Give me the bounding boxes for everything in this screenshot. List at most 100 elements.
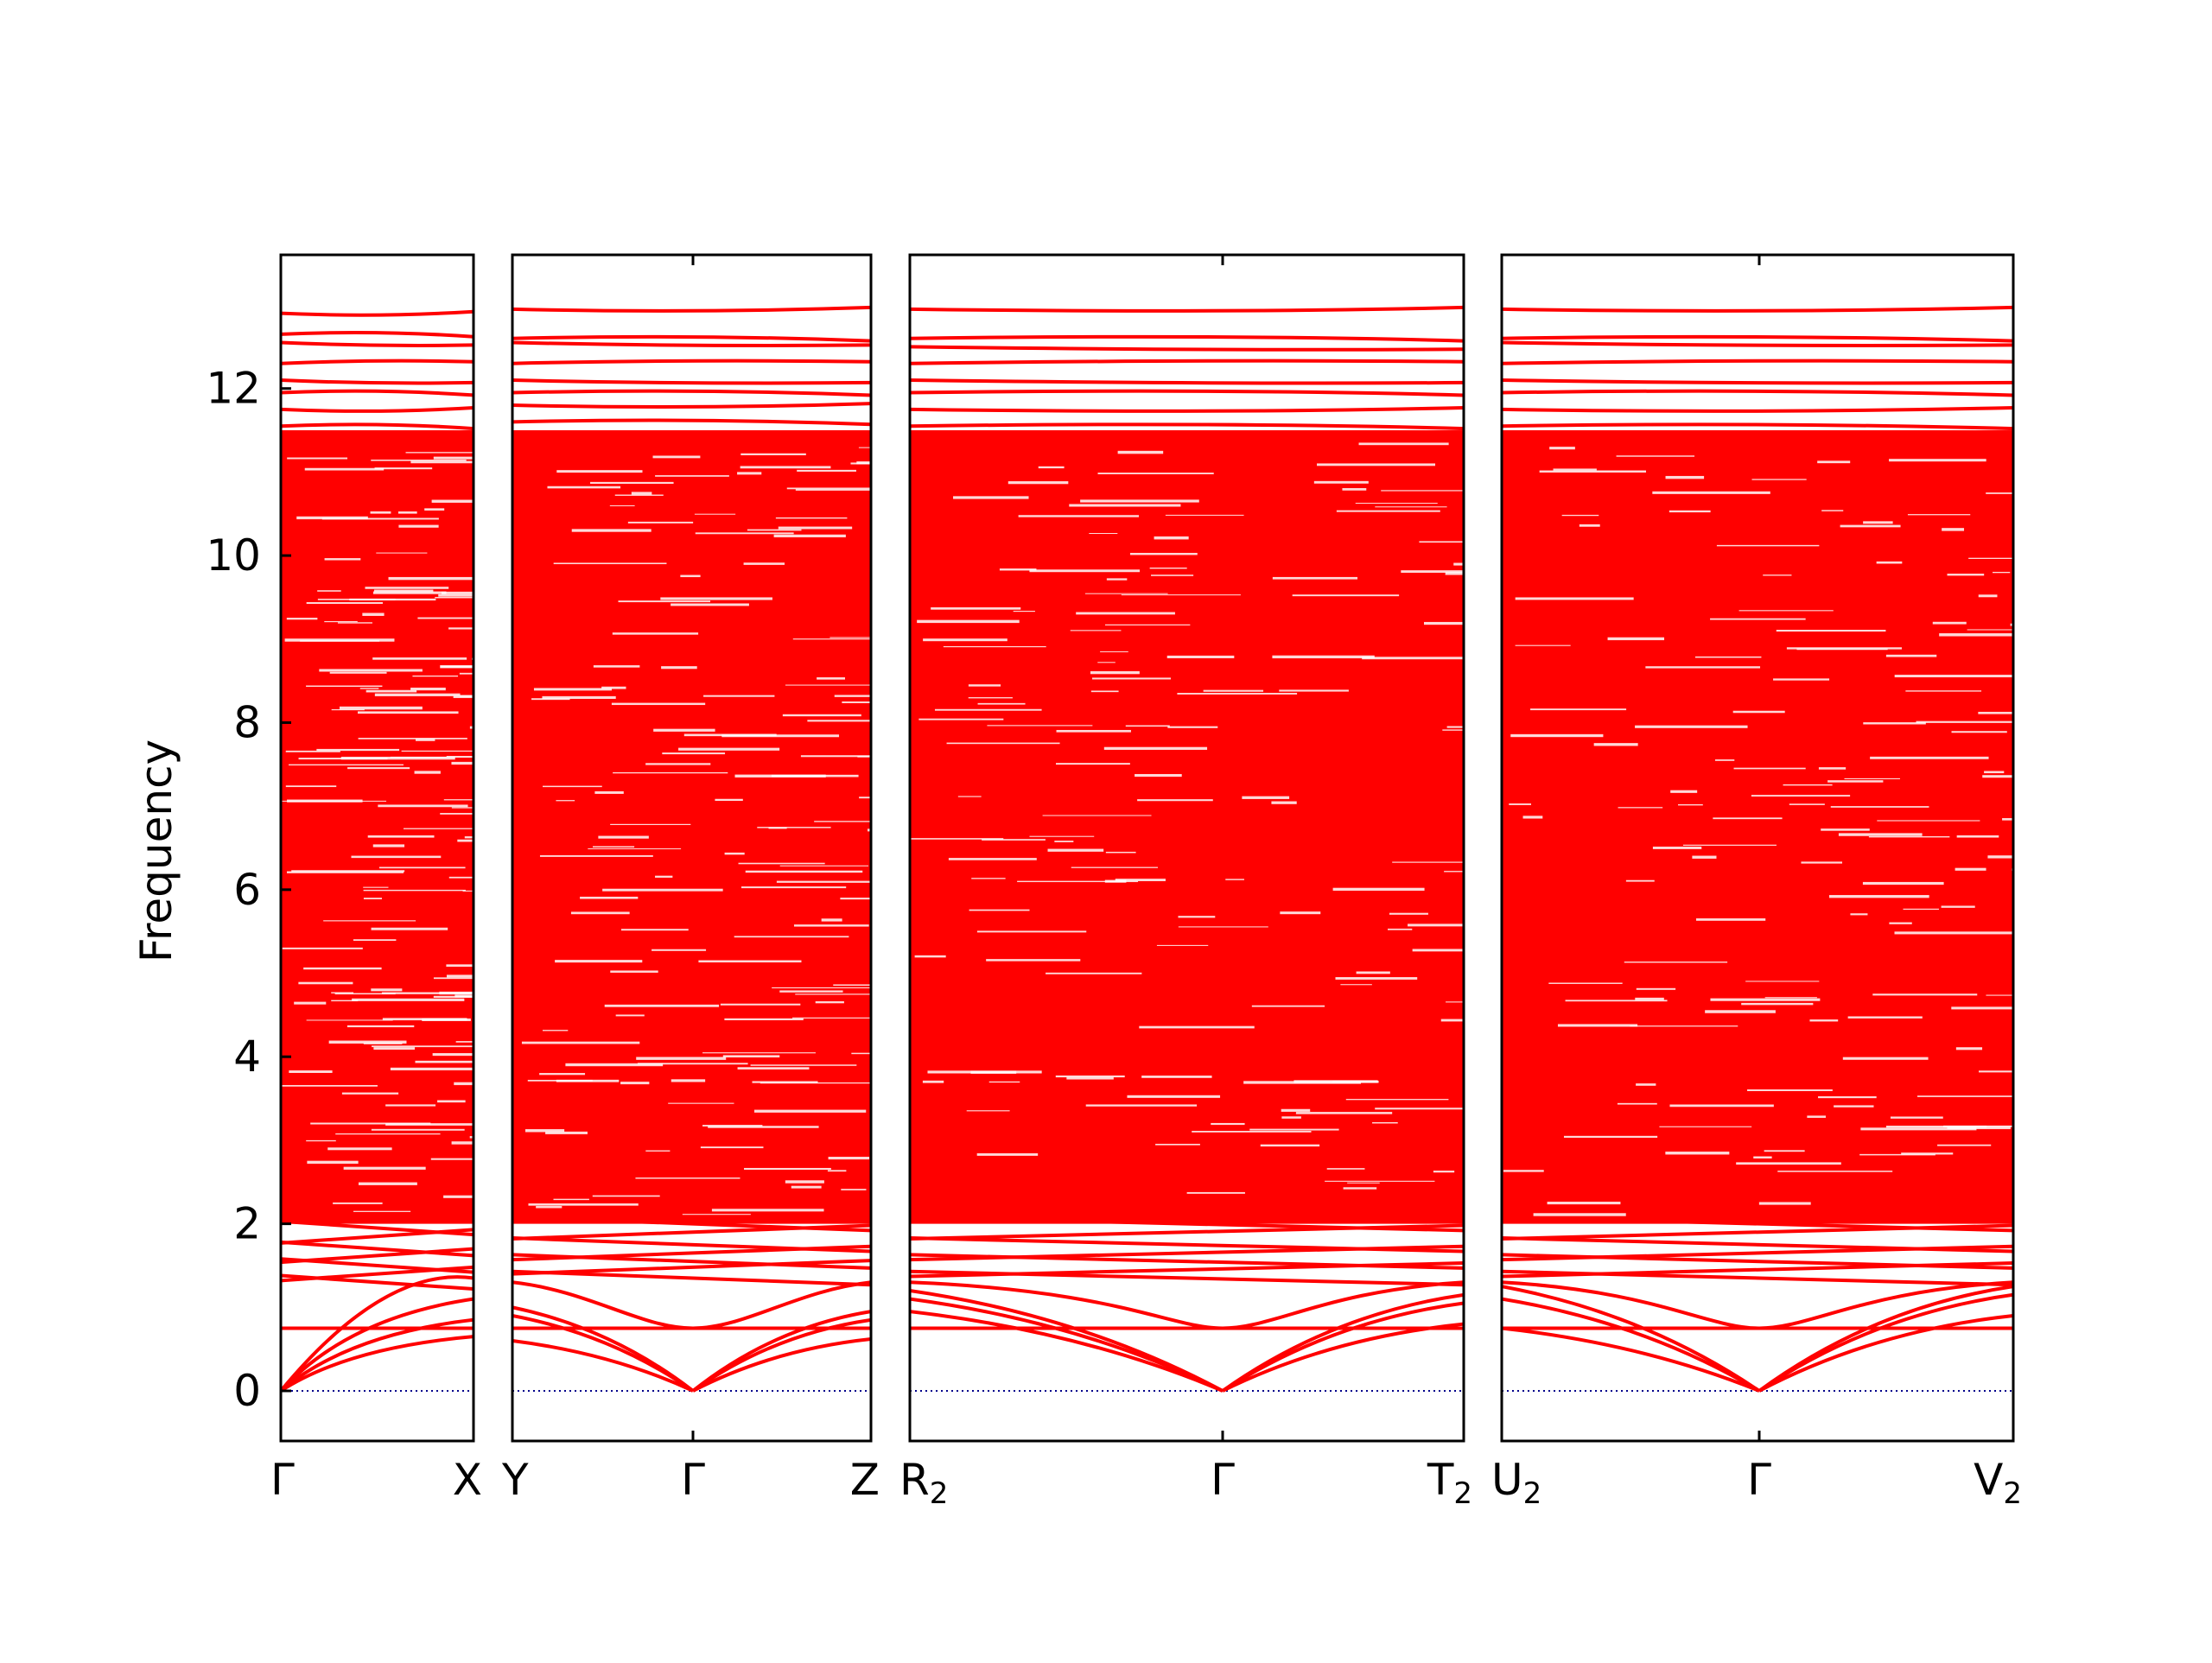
band-gap xyxy=(398,524,439,528)
band-gap xyxy=(1155,1144,1200,1146)
band-line xyxy=(1502,389,2013,397)
band-gap xyxy=(741,453,806,455)
band-gap xyxy=(1141,1076,1212,1078)
band-gap xyxy=(1326,1168,1365,1170)
band-gap xyxy=(580,896,639,899)
band-gap xyxy=(1355,503,1438,505)
y-tick-label: 0 xyxy=(233,1366,261,1416)
band-gap xyxy=(1786,647,1902,650)
band-gap xyxy=(1242,796,1290,799)
band-gap xyxy=(289,1070,333,1073)
band-gap xyxy=(536,1206,563,1209)
band-gap xyxy=(1870,756,1989,759)
acoustic-branch xyxy=(281,1317,474,1393)
band-gap xyxy=(1345,1099,1449,1101)
band-line xyxy=(910,389,1464,397)
band-gap xyxy=(1336,510,1440,512)
band-gap xyxy=(1834,1105,1874,1108)
band-gap xyxy=(1446,726,1464,728)
band-gap xyxy=(1860,1127,1977,1131)
band-gap xyxy=(720,1003,801,1006)
band-gap xyxy=(324,620,358,623)
band-gap xyxy=(1968,557,2013,559)
x-tick-label-sub: 2 xyxy=(1523,1476,1542,1511)
band-gap xyxy=(645,1150,671,1152)
band-gap xyxy=(1903,908,1939,911)
band-gap xyxy=(457,839,474,842)
x-tick-label: V2 xyxy=(1974,1455,2022,1511)
band-gap xyxy=(1105,851,1136,854)
band-gap xyxy=(1325,1180,1435,1182)
band-gap xyxy=(1433,1171,1455,1173)
band-gap xyxy=(1280,911,1321,915)
band-gap xyxy=(814,821,871,822)
band-gap xyxy=(652,949,707,951)
band-gap xyxy=(609,505,635,506)
band-gap xyxy=(1356,971,1390,974)
band-gap xyxy=(1375,506,1447,508)
band-gap xyxy=(1186,1191,1245,1194)
band-line xyxy=(910,305,1464,313)
band-gap xyxy=(1054,841,1074,842)
band-gap xyxy=(1669,1104,1774,1108)
band-gap xyxy=(1154,536,1189,540)
band-gap xyxy=(401,750,474,752)
band-gap xyxy=(448,876,474,879)
band-gap xyxy=(533,688,613,691)
band-gap xyxy=(1018,515,1140,517)
band-line xyxy=(910,359,1464,365)
band-gap xyxy=(1932,621,1967,625)
band-gap xyxy=(353,1210,411,1212)
band-gap xyxy=(1042,815,1152,816)
band-gap xyxy=(782,714,861,717)
band-gap xyxy=(282,800,387,802)
band-gap xyxy=(1978,594,1998,598)
band-gap xyxy=(1941,905,1975,908)
band-gap xyxy=(1085,1104,1198,1107)
band-gap xyxy=(977,702,1026,705)
band-gap xyxy=(459,672,474,675)
band-gap xyxy=(757,827,831,828)
optical-dip-branch xyxy=(910,1280,1464,1330)
band-gap xyxy=(1117,450,1164,454)
band-gap xyxy=(1281,1108,1311,1112)
y-tick-label: 8 xyxy=(233,697,261,747)
band-gap xyxy=(433,456,474,460)
band-gap xyxy=(1876,561,1903,564)
band-gap xyxy=(1796,648,1888,651)
band-gap xyxy=(792,1017,871,1019)
band-gap xyxy=(460,695,474,697)
band-gap xyxy=(1389,912,1428,915)
band-gap xyxy=(775,517,848,519)
band-gap xyxy=(1617,1102,1657,1105)
band-gap xyxy=(1901,1152,1954,1155)
band-gap xyxy=(306,1019,393,1021)
band-gap xyxy=(1156,944,1209,946)
band-gap xyxy=(357,711,459,714)
band-gap xyxy=(1203,689,1264,692)
band-gap xyxy=(545,1131,588,1134)
band-gap xyxy=(433,977,474,980)
band-gap xyxy=(842,701,871,703)
band-gap xyxy=(840,898,871,900)
band-gap xyxy=(943,646,1046,648)
band-gap xyxy=(969,909,1030,911)
band-gap xyxy=(1758,1202,1811,1205)
band-gap xyxy=(329,671,387,674)
band-gap xyxy=(1388,928,1413,930)
band-gap xyxy=(553,562,667,565)
band-line xyxy=(281,1228,474,1245)
band-gap xyxy=(1106,578,1128,581)
band-gap xyxy=(1056,729,1131,733)
band-gap xyxy=(363,1042,403,1044)
band-gap xyxy=(303,967,382,970)
band-gap xyxy=(291,870,405,873)
band-gap xyxy=(721,734,840,738)
band-gap xyxy=(298,981,353,985)
band-gap xyxy=(349,598,436,601)
band-gap xyxy=(833,984,871,986)
band-gap xyxy=(371,988,403,992)
band-gap xyxy=(1579,524,1600,527)
band-gap xyxy=(1714,759,1735,761)
x-tick-label: X xyxy=(453,1455,482,1505)
